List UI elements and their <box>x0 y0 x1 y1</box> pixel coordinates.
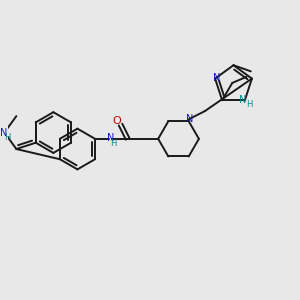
Text: N: N <box>186 114 194 124</box>
Text: N: N <box>239 95 247 105</box>
Text: O: O <box>112 116 121 126</box>
Text: N: N <box>0 128 7 138</box>
Text: N: N <box>213 73 221 82</box>
Text: N: N <box>106 133 114 143</box>
Text: H: H <box>247 100 253 109</box>
Text: H: H <box>110 139 116 148</box>
Text: H: H <box>4 134 11 142</box>
